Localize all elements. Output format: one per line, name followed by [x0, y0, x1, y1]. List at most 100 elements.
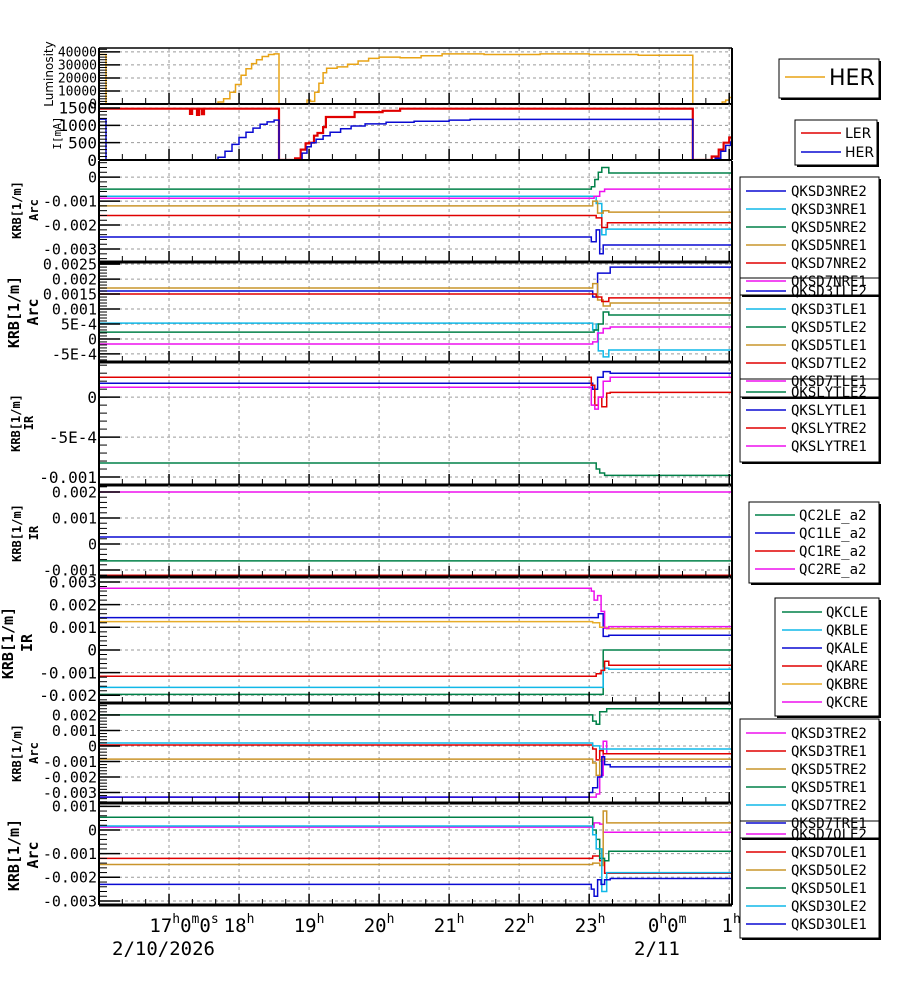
legend-label: QKSD7TLE2: [791, 356, 867, 372]
y-tick-label: 20000: [58, 72, 97, 87]
x-tick-unit: h: [659, 912, 667, 927]
legend-entry: QKSD5TRE2: [746, 762, 867, 778]
x-tick-value: 0: [648, 915, 659, 937]
legend-entry: HER: [785, 66, 875, 91]
legend-label: QKSD7OLE2: [791, 827, 867, 843]
y-axis-label: I[mA]: [51, 116, 64, 149]
x-tick-label: 21h: [434, 912, 465, 937]
legend-panel-7: QKCLE QKBLE QKALE QKARE QKBRE QKCRE: [774, 597, 881, 718]
y-tick-label: 1000: [58, 116, 97, 135]
series-line-qksd5nre2: [99, 166, 732, 190]
y-axis-label: Arc: [27, 199, 41, 221]
gridlines: [119, 803, 732, 905]
legend-entry: QKSD5TLE2: [746, 320, 867, 336]
series-line-qksd3tle1: [99, 322, 732, 358]
legend-label: QKSD5TRE2: [791, 762, 867, 778]
legend-label: QKSD3TLE2: [791, 284, 867, 300]
y-tick-label: -0.001: [39, 663, 97, 682]
legend-label: QKARE: [826, 659, 868, 675]
legend-box: [739, 718, 880, 839]
series-group: [99, 587, 732, 696]
y-axis-label: Luminosity: [42, 41, 56, 106]
legend-label: QKSD3OLE2: [791, 899, 867, 915]
y-tick-label: -5E-4: [52, 345, 97, 363]
series-group: [99, 166, 732, 255]
x-tick-value: 0: [667, 915, 678, 937]
legend-label: QKSLYTLE1: [791, 403, 867, 419]
legend-entry: HER: [801, 145, 874, 161]
series-group: [99, 707, 732, 798]
series-line-qksd5tre1: [99, 707, 732, 725]
x-tick-unit: m: [679, 912, 687, 927]
series-line-qkslytle1: [99, 370, 732, 390]
x-tick-unit: h: [598, 912, 606, 927]
legend-label: QC2LE_a2: [799, 508, 866, 524]
y-tick-label: 0.001: [52, 509, 97, 527]
legend-entry: QKSD3TRE2: [746, 726, 867, 742]
legend-entry: QKSLYTLE1: [746, 403, 867, 419]
y-tick-label: 0.001: [52, 798, 97, 816]
y-tick-label: 0.001: [52, 722, 97, 740]
panel-3: 0 -0.001 -0.002 -0.003 KRB[1/m] Arc: [10, 161, 733, 264]
series-line-her: [99, 118, 732, 160]
legend-label: QKCLE: [826, 605, 868, 621]
series-line-qksd5tle1: [99, 282, 732, 307]
y-tick-label: -0.001: [43, 192, 97, 210]
series-line-qkcre: [99, 587, 732, 630]
legend-box: [739, 820, 880, 939]
legend-label: QKSD3NRE2: [791, 184, 867, 200]
y-tick-label: -0.001: [43, 561, 97, 579]
legend-panel-8: QKSD3TRE2 QKSD3TRE1 QKSD5TRE2 QKSD5TRE1 QKSD…: [739, 718, 881, 840]
series-line-qksd3ole2: [99, 825, 732, 893]
series-line-her: [99, 53, 732, 104]
legend-box: [739, 176, 880, 296]
legend-label: QKSLYTRE2: [791, 421, 867, 437]
legend-label: QKSLYTRE1: [791, 439, 867, 455]
series-line-qksd3tre1: [99, 744, 732, 761]
series-line-qksd7tle2: [99, 293, 732, 303]
y-tick-label: 0: [87, 388, 97, 407]
series-line-qksd7nre1: [99, 188, 732, 199]
series-line-qksd5tle2: [99, 311, 732, 333]
legend-label: QKSD3TRE1: [791, 744, 867, 760]
legend-label: QKSD3OLE1: [791, 917, 867, 933]
series-line-qksd5ole2: [99, 810, 732, 867]
legend-box: [774, 597, 880, 717]
legend-label: QKSD5TLE2: [791, 320, 867, 336]
x-tick-unit: h: [733, 912, 741, 927]
x-tick-label: 1h: [722, 912, 741, 937]
x-tick-value: 0: [180, 915, 191, 937]
series-line-qksd5ole1: [99, 816, 732, 862]
legend-entry: QKSLYTRE1: [746, 439, 867, 455]
y-axis-label: KRB[1/m]: [10, 724, 24, 782]
legend-entry: QKSD5NRE2: [746, 220, 867, 236]
y-tick-label: -0.002: [43, 869, 97, 887]
legend-label: QKSLYTLE2: [791, 385, 867, 401]
legend-label: LER: [845, 126, 872, 142]
legend-entry: QKSD5TLE1: [746, 338, 867, 354]
y-tick-label: 0: [87, 641, 97, 660]
y-tick-label: 0: [87, 151, 97, 170]
gridlines: [119, 577, 732, 703]
y-axis-label: KRB[1/m]: [10, 504, 24, 562]
series-group: [99, 491, 732, 576]
legend-entry: QKCLE: [782, 605, 868, 621]
y-tick-label: 0: [88, 737, 97, 755]
legend-panel-2: LER HER: [794, 119, 879, 167]
y-tick-label: 1500: [58, 99, 97, 118]
y-tick-label: 0.002: [52, 270, 97, 288]
y-tick-label: 0.003: [49, 573, 97, 592]
legend-entry: QKARE: [782, 659, 868, 675]
legend-entry: QKSD7OLE2: [746, 827, 867, 843]
legend-label: QC2RE_a2: [799, 562, 866, 578]
x-tick-label: 0h0m: [648, 912, 687, 937]
x-tick-value: 21: [434, 915, 457, 937]
legend-entry: QKSD7NRE2: [746, 256, 867, 272]
legend-entry: QKSD3TLE1: [746, 302, 867, 318]
legend-label: QKSD7TLE1: [791, 374, 867, 390]
legend-label: QKSD5OLE2: [791, 863, 867, 879]
series-line-qkale: [99, 612, 732, 638]
legend-label: QKSD3NRE1: [791, 202, 867, 218]
